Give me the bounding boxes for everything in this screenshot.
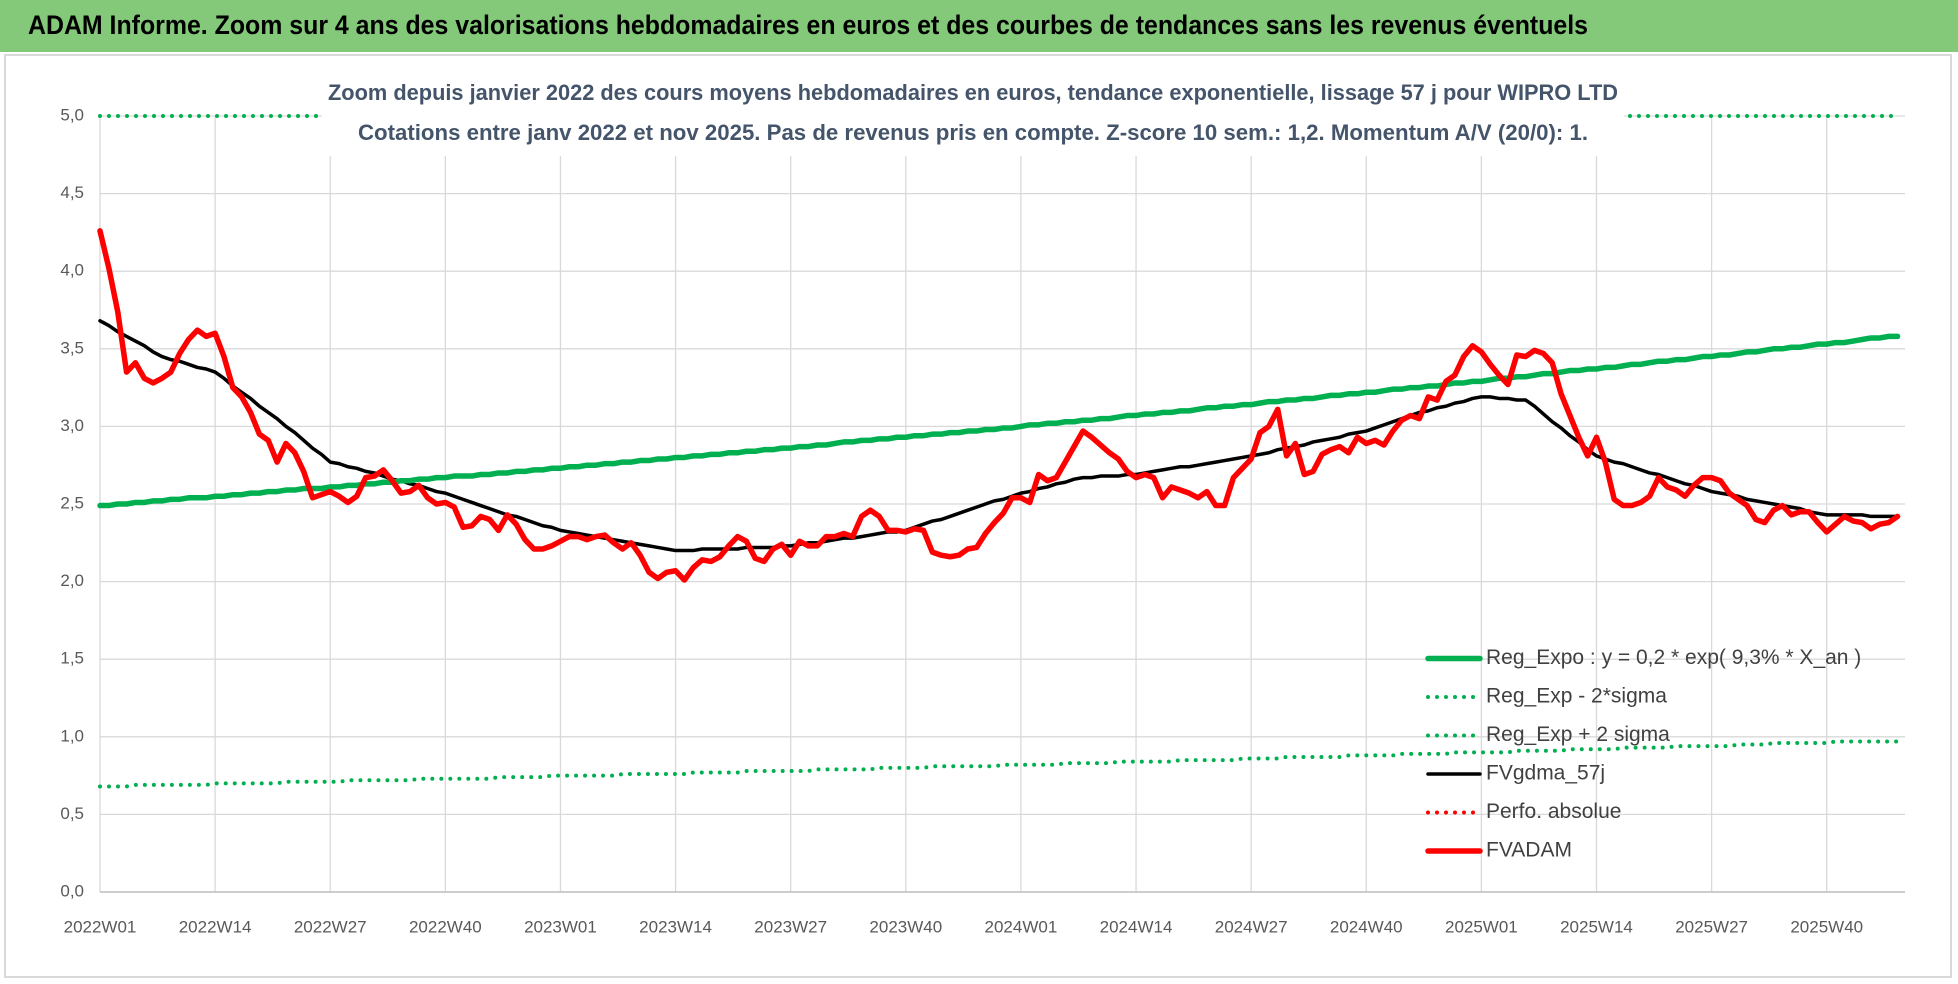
x-tick-label: 2023W40 [869, 917, 942, 936]
header-title: ADAM Informe. Zoom sur 4 ans des valoris… [28, 10, 1588, 40]
legend-label: Reg_Expo : y = 0,2 * exp( 9,3% * X_an ) [1486, 646, 1861, 669]
y-tick-label: 0,5 [60, 804, 84, 823]
chart-frame [4, 54, 1952, 978]
x-tick-label: 2025W14 [1560, 917, 1633, 936]
title-box [322, 74, 1624, 156]
x-tick-label: 2024W27 [1215, 917, 1288, 936]
x-tick-label: 2022W01 [64, 917, 137, 936]
legend: Reg_Expo : y = 0,2 * exp( 9,3% * X_an ) R… [1425, 646, 1861, 862]
y-tick-label: 2,5 [60, 493, 84, 512]
x-tick-label: 2022W27 [294, 917, 367, 936]
legend-label: FVgdma_57j [1486, 762, 1605, 785]
y-tick-label: 1,0 [60, 726, 84, 745]
y-tick-label: 1,5 [60, 649, 84, 668]
y-tick-label: 3,0 [60, 416, 84, 435]
header-bar [0, 0, 1958, 52]
legend-label: Reg_Exp - 2*sigma [1486, 685, 1667, 708]
y-tick-label: 2,0 [60, 571, 84, 590]
legend-label: Reg_Exp + 2 sigma [1486, 723, 1670, 746]
y-tick-label: 3,5 [60, 338, 84, 357]
legend-label: FVADAM [1486, 839, 1572, 862]
x-tick-label: 2023W27 [754, 917, 827, 936]
x-tick-label: 2024W40 [1330, 917, 1403, 936]
axes: 0,0 0,5 1,0 1,5 2,0 2,5 3,0 3,5 4,0 4,5 5,0 2022W01… [60, 105, 1905, 936]
series-line [97, 333, 1901, 509]
x-tick-label: 2025W01 [1445, 917, 1518, 936]
x-tick-label: 2022W40 [409, 917, 482, 936]
x-tick-label: 2024W01 [985, 917, 1058, 936]
x-tick-label: 2023W01 [524, 917, 597, 936]
series-line [97, 228, 1901, 583]
y-tick-label: 4,0 [60, 261, 84, 280]
x-tick-label: 2025W27 [1675, 917, 1748, 936]
y-tick-label: 4,5 [60, 183, 84, 202]
legend-label: Perfo. absolue [1486, 800, 1621, 823]
series-line [98, 739, 1900, 789]
x-tick-label: 2023W14 [639, 917, 712, 936]
y-tick-label: 0,0 [60, 881, 84, 900]
y-tick-label: 5,0 [60, 105, 84, 124]
x-tick-label: 2024W14 [1100, 917, 1173, 936]
x-tick-label: 2022W14 [179, 917, 252, 936]
chart-subtitle: Cotations entre janv 2022 et nov 2025. P… [358, 120, 1588, 145]
chart-title: Zoom depuis janvier 2022 des cours moyen… [328, 80, 1618, 105]
x-tick-label: 2025W40 [1790, 917, 1863, 936]
